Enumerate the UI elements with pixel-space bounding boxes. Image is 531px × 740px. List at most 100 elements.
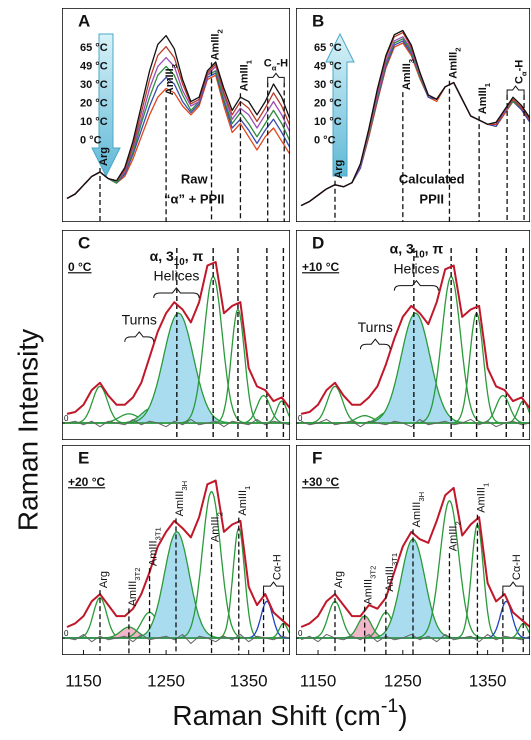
peak-label: AmIII3T2 [127,567,142,606]
spectrum-line [66,34,290,199]
peak-label: AmIII2 [447,48,462,79]
peak-label-part: 1 [483,82,492,87]
x-tick-label: 1150 [65,671,102,690]
peak-label: AmIII3H [174,481,189,517]
peak-label-part: C [513,76,525,84]
peak-label: Cα-H [264,57,288,72]
measured-spectrum [66,479,290,628]
peak-label-part: 1 [242,486,251,490]
peak-label-part: AmIII [237,490,249,516]
residual-line [300,418,530,428]
peak-label-part: Arg [98,571,110,588]
group-title-part: 10 [174,257,185,268]
peak-label-part: AmIII [411,502,423,528]
peak-label: AmIII3H [411,492,426,528]
group-title-part: , π [425,240,444,256]
panel-letter: C [78,233,90,252]
peak-label: Cα-H [513,60,528,84]
peak-label-part: 2 [215,512,224,516]
peak-label-part: AmIII [447,526,459,552]
peak-label-part: -H [276,57,288,69]
peak-label: Arg [98,571,110,588]
component-fill [296,313,530,424]
peak-label: AmIII1 [477,82,492,114]
peak-label-part: AmIII [174,491,186,517]
panel-temperature: +10 °C [302,260,339,274]
group-title-part: 10 [414,250,425,261]
legend-entry: 49 °C [80,60,108,72]
component-fill [62,627,290,639]
group-label: Turns [122,312,157,328]
panel: 65 °C 49 °C 30 °C 20 °C 10 °C 0 °C Raw “α” + PP… [62,8,290,222]
group-title-part: , π [185,248,204,264]
panel-letter: D [312,233,324,252]
peak-label-part: AmIII [475,487,487,513]
panel-temperature: 0 °C [68,260,92,274]
peak-label: AmIII3 [401,59,416,90]
peak-label-part: 3T1 [389,553,398,566]
y-tick-label: 0 [64,629,69,638]
x-axis-label-part: ) [398,700,407,731]
peak-label: AmIII2 [209,512,224,542]
peak-label-part: AmIII [164,68,176,95]
legend-entry: 10 °C [314,116,342,128]
panel-letter: B [312,11,324,30]
legend-entry: 65 °C [314,42,342,54]
measured-spectrum [300,264,530,415]
peak-label-part: α [272,63,277,72]
panel: 65 °C 49 °C 30 °C 20 °C 10 °C 0 °C Calculated P… [296,8,530,222]
peak-label: AmIII3T1 [147,527,162,566]
peak-label-part: AmIII [363,579,375,605]
annotation-bracket [506,85,525,96]
peak-label: AmIII1 [238,59,253,91]
legend-entry: 20 °C [80,97,108,109]
legend-entry: 30 °C [80,79,108,91]
peak-label: AmIII2 [209,29,224,60]
group-bracket [359,338,391,350]
x-axis-label-part: -1 [381,695,398,717]
group-label: Helices [153,268,199,284]
legend-entry: 30 °C [314,79,342,91]
panel-note: Calculated [399,171,465,186]
peak-label: AmIII3T1 [384,553,399,592]
panel-note: Raw [181,171,209,186]
x-tick-label: 1250 [384,671,422,690]
panel-temperature: +20 °C [68,475,105,489]
peak-label: Arg [98,147,110,166]
x-tick-label: 1150 [300,671,337,690]
peak-label: AmIII3 [164,64,179,95]
peak-label-part: 1 [481,483,490,487]
panel-note: “α” + PPII [164,191,224,206]
peak-label: Arg [333,571,345,588]
peak-label-part: Arg [98,147,110,166]
peak-label-part: AmIII [401,63,413,90]
panel-letter: E [78,448,89,467]
component-fill [62,313,290,424]
group-bracket [393,279,439,291]
legend-entry: 49 °C [314,60,342,72]
peak-label-part: 2 [215,29,224,33]
legend-entry: 65 °C [80,42,108,54]
measured-spectrum [300,486,530,628]
trend-arrow [325,32,355,177]
peak-label: AmIII1 [237,486,252,516]
peak-label-part: 3T1 [153,527,162,540]
legend-entry: 20 °C [314,97,342,109]
peak-label-part: AmIII [147,540,159,566]
group-title: α, 310, π [150,248,204,268]
peak-label-part: AmIII [127,581,139,607]
legend-entry: 0 °C [314,134,336,146]
trend-arrow [91,33,121,178]
x-tick-label: 1350 [469,671,507,690]
peak-label-part: AmIII [209,516,221,542]
group-bracket [153,287,200,298]
annotation-bracket [263,581,284,592]
peak-label-part: Cα-H [271,554,283,580]
annotation-bracket [267,72,285,83]
peak-label-part: Arg [333,160,345,179]
peak-label-part: Cα-H [511,554,523,580]
